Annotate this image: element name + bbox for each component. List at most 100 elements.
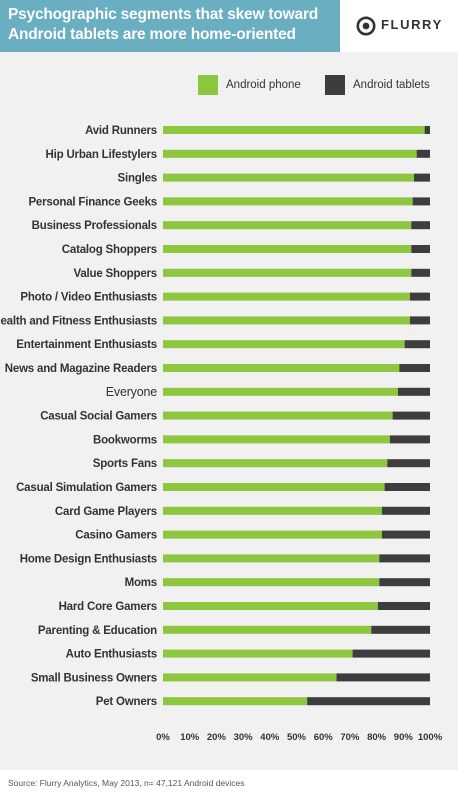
bar-tablet-parenting-education	[371, 625, 430, 634]
flurry-logo-icon	[356, 16, 376, 36]
category-label-catalog-shoppers: Catalog Shoppers	[62, 244, 157, 256]
title-line-2: Android tablets are more home-oriented	[8, 26, 296, 43]
x-tick-label: 50%	[287, 732, 307, 743]
bar-tablet-small-business-owners	[336, 673, 430, 682]
bar-phone-card-game-players	[163, 506, 382, 515]
bar-tablet-auto-enthusiasts	[352, 649, 430, 658]
bar-phone-small-business-owners	[163, 673, 337, 682]
bar-tablet-casual-simulation-gamers	[384, 483, 430, 491]
category-label-photo-video-enthusiasts: Photo / Video Enthusiasts	[20, 292, 157, 304]
category-label-pet-owners: Pet Owners	[96, 696, 157, 708]
category-label-everyone: Everyone	[106, 385, 157, 399]
bar-phone-news-and-magazine-readers	[163, 364, 400, 372]
x-tick-label: 10%	[180, 732, 200, 743]
bar-phone-avid-runners	[163, 126, 425, 134]
x-tick-label: 0%	[156, 732, 170, 743]
bar-tablet-sports-fans	[387, 459, 430, 468]
bar-phone-casino-gamers	[163, 530, 382, 539]
bar-tablet-value-shoppers	[411, 268, 430, 277]
legend-label-tablet: Android tablets	[353, 79, 430, 91]
bar-tablet-catalog-shoppers	[411, 245, 430, 253]
bar-tablet-photo-video-enthusiasts	[409, 292, 430, 301]
category-label-casual-social-gamers: Casual Social Gamers	[40, 411, 157, 423]
x-tick-label: 30%	[234, 732, 254, 743]
category-label-casual-simulation-gamers: Casual Simulation Gamers	[16, 482, 157, 494]
x-tick-label: 70%	[340, 732, 360, 743]
bar-phone-health-and-fitness-enthusiasts	[163, 316, 410, 325]
legend-label-phone: Android phone	[226, 79, 301, 91]
bar-phone-casual-simulation-gamers	[163, 483, 385, 491]
stacked-bar-chart: Avid Runners Hip Urban Lifestylers Singles…	[0, 125, 443, 743]
category-label-entertainment-enthusiasts: Entertainment Enthusiasts	[16, 339, 157, 351]
bar-phone-photo-video-enthusiasts	[163, 292, 410, 301]
legend-swatch-phone	[198, 75, 218, 95]
title-line-1: Psychographic segments that skew toward	[8, 6, 319, 23]
bar-phone-catalog-shoppers	[163, 245, 412, 253]
category-label-small-business-owners: Small Business Owners	[31, 672, 157, 684]
x-tick-label: 80%	[367, 732, 387, 743]
bar-phone-sports-fans	[163, 459, 388, 468]
bar-tablet-casino-gamers	[381, 530, 430, 539]
category-label-casino-gamers: Casino Gamers	[75, 530, 157, 542]
category-label-news-and-magazine-readers: News and Magazine Readers	[5, 363, 157, 375]
bar-tablet-hip-urban-lifestylers	[416, 149, 430, 158]
category-label-health-and-fitness-enthusiasts: Health and Fitness Enthusiasts	[0, 315, 157, 327]
bar-tablet-avid-runners	[424, 126, 430, 134]
category-label-auto-enthusiasts: Auto Enthusiasts	[66, 649, 157, 661]
bar-phone-hard-core-gamers	[163, 602, 378, 610]
bar-phone-everyone	[163, 387, 398, 396]
bar-tablet-health-and-fitness-enthusiasts	[409, 316, 430, 325]
category-label-sports-fans: Sports Fans	[93, 458, 157, 470]
bar-phone-casual-social-gamers	[163, 411, 393, 420]
bar-phone-singles	[163, 173, 414, 182]
bar-phone-personal-finance-geeks	[163, 197, 413, 206]
x-tick-label: 40%	[260, 732, 280, 743]
bar-tablet-bookworms	[389, 435, 430, 444]
bar-phone-entertainment-enthusiasts	[163, 340, 405, 349]
bar-tablet-singles	[413, 173, 430, 182]
bar-phone-hip-urban-lifestylers	[163, 149, 417, 158]
category-label-value-shoppers: Value Shoppers	[74, 268, 157, 280]
bar-tablet-personal-finance-geeks	[412, 197, 430, 206]
bar-tablet-home-design-enthusiasts	[379, 554, 430, 563]
x-tick-label: 60%	[314, 732, 334, 743]
footer: Source: Flurry Analytics, May 2013, n= 4…	[0, 770, 458, 810]
legend-swatch-tablet	[325, 75, 345, 95]
category-label-home-design-enthusiasts: Home Design Enthusiasts	[20, 553, 157, 565]
bar-tablet-business-professionals	[411, 221, 430, 230]
source-note: Source: Flurry Analytics, May 2013, n= 4…	[8, 778, 245, 788]
bar-tablet-everyone	[397, 387, 430, 396]
bar-phone-bookworms	[163, 435, 390, 444]
bar-tablet-news-and-magazine-readers	[399, 364, 430, 372]
bar-phone-value-shoppers	[163, 268, 412, 277]
flurry-logo-text: FLURRY	[381, 17, 443, 32]
bar-tablet-card-game-players	[381, 506, 430, 515]
category-label-singles: Singles	[117, 173, 157, 185]
category-label-hip-urban-lifestylers: Hip Urban Lifestylers	[46, 149, 157, 161]
category-label-bookworms: Bookworms	[93, 434, 157, 446]
bar-tablet-casual-social-gamers	[392, 411, 430, 420]
bar-phone-pet-owners	[163, 697, 308, 706]
category-label-business-professionals: Business Professionals	[32, 220, 157, 232]
flurry-logo	[340, 0, 458, 52]
bar-phone-home-design-enthusiasts	[163, 554, 380, 563]
x-tick-label: 100%	[418, 732, 443, 743]
x-tick-label: 90%	[394, 732, 414, 743]
bar-phone-parenting-education	[163, 625, 372, 634]
bar-tablet-entertainment-enthusiasts	[404, 340, 430, 349]
x-tick-label: 20%	[207, 732, 227, 743]
header-banner: Psychographic segments that skew toward …	[0, 0, 340, 52]
bar-phone-moms	[163, 578, 380, 587]
category-label-personal-finance-geeks: Personal Finance Geeks	[28, 196, 157, 208]
category-label-moms: Moms	[125, 577, 157, 589]
category-label-parenting-education: Parenting & Education	[38, 625, 157, 637]
bar-phone-business-professionals	[163, 221, 412, 230]
category-label-card-game-players: Card Game Players	[55, 506, 157, 518]
bar-tablet-hard-core-gamers	[377, 602, 430, 610]
bar-tablet-moms	[379, 578, 430, 587]
category-label-avid-runners: Avid Runners	[85, 125, 157, 137]
category-label-hard-core-gamers: Hard Core Gamers	[59, 601, 157, 613]
bar-phone-auto-enthusiasts	[163, 649, 353, 658]
bar-tablet-pet-owners	[307, 697, 430, 706]
